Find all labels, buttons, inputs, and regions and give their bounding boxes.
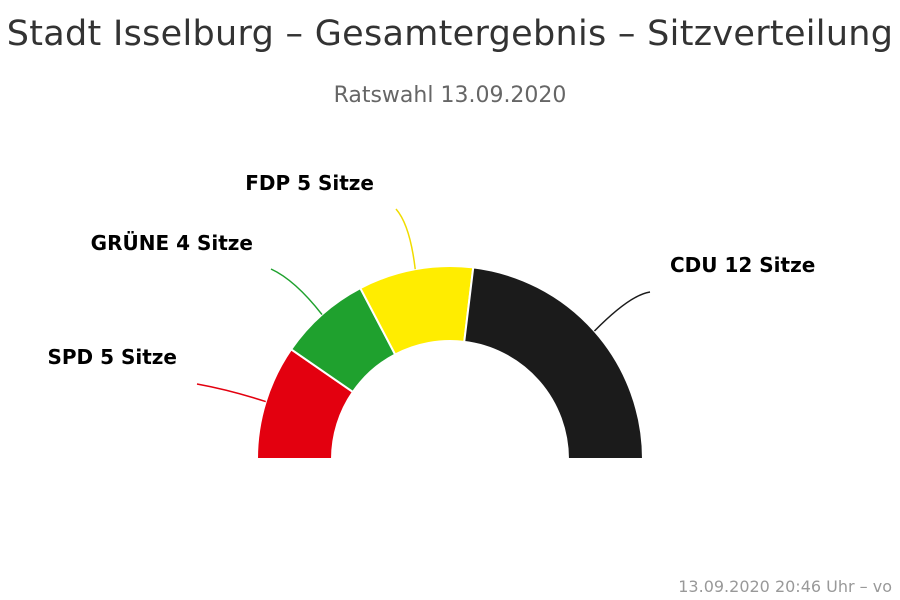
credit-timestamp: 13.09.2020 20:46 Uhr – vo xyxy=(678,577,892,596)
label-grne: GRÜNE 4 Sitze xyxy=(91,231,253,255)
connector-fdp xyxy=(395,208,416,270)
slice-cdu[interactable] xyxy=(463,266,645,460)
label-cdu: CDU 12 Sitze xyxy=(670,253,815,277)
chart-title: Stadt Isselburg – Gesamtergebnis – Sitzv… xyxy=(6,14,894,54)
chart-subtitle: Ratswahl 13.09.2020 xyxy=(333,83,567,108)
connector-cdu xyxy=(593,291,651,332)
label-spd: SPD 5 Sitze xyxy=(47,345,177,369)
connector-spd xyxy=(196,383,266,403)
label-fdp: FDP 5 Sitze xyxy=(245,171,374,195)
connector-grne xyxy=(270,268,323,315)
